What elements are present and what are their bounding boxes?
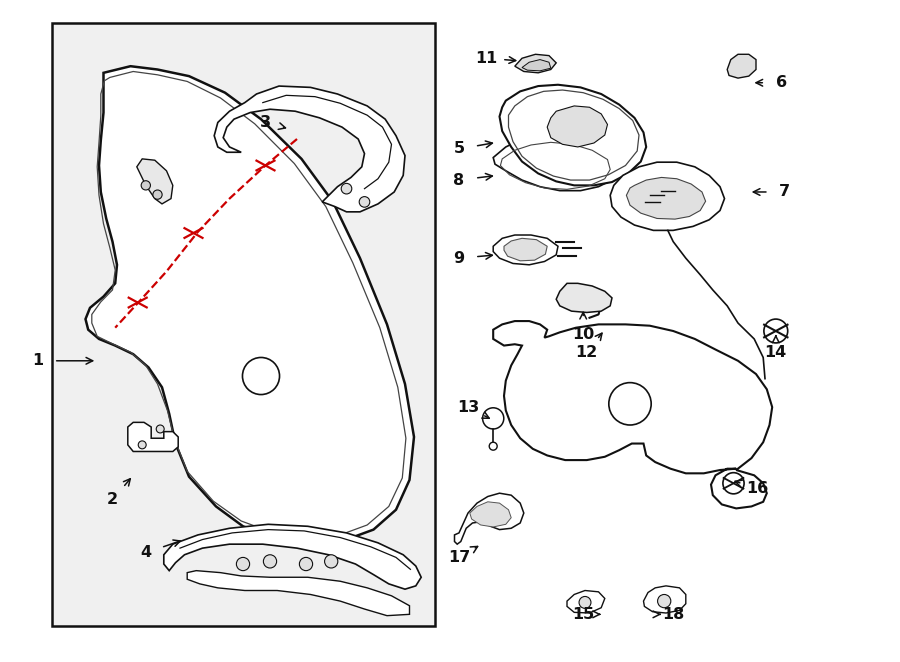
Circle shape <box>658 594 670 608</box>
Polygon shape <box>626 177 706 219</box>
Text: 3: 3 <box>260 115 271 130</box>
Text: 5: 5 <box>454 142 464 156</box>
Circle shape <box>157 425 164 433</box>
Polygon shape <box>610 162 724 230</box>
Polygon shape <box>187 571 410 616</box>
Circle shape <box>242 357 280 395</box>
Text: 15: 15 <box>572 607 594 622</box>
Polygon shape <box>137 159 173 204</box>
Circle shape <box>359 197 370 207</box>
Circle shape <box>723 473 744 494</box>
Polygon shape <box>504 238 547 261</box>
Polygon shape <box>644 586 686 613</box>
Text: 13: 13 <box>457 400 479 414</box>
Circle shape <box>325 555 338 568</box>
Polygon shape <box>493 321 772 508</box>
Polygon shape <box>556 283 612 312</box>
Text: 4: 4 <box>140 545 151 560</box>
Polygon shape <box>522 60 551 71</box>
Polygon shape <box>493 235 558 265</box>
Text: 7: 7 <box>779 185 790 199</box>
Circle shape <box>341 183 352 194</box>
Circle shape <box>264 555 276 568</box>
Text: 12: 12 <box>576 345 598 359</box>
Text: 2: 2 <box>107 493 118 507</box>
Circle shape <box>141 181 150 190</box>
Text: 10: 10 <box>572 327 594 342</box>
Circle shape <box>139 441 146 449</box>
Circle shape <box>490 442 497 450</box>
Circle shape <box>482 408 504 429</box>
Text: 1: 1 <box>32 354 43 368</box>
Bar <box>52 23 435 626</box>
Polygon shape <box>727 54 756 78</box>
Circle shape <box>300 557 312 571</box>
Polygon shape <box>86 66 414 543</box>
Circle shape <box>153 190 162 199</box>
Text: 11: 11 <box>475 51 497 66</box>
Text: 17: 17 <box>448 550 470 565</box>
Text: 8: 8 <box>454 173 464 187</box>
Circle shape <box>237 557 249 571</box>
Text: 16: 16 <box>747 481 769 496</box>
Circle shape <box>579 596 591 608</box>
Text: 14: 14 <box>765 345 787 359</box>
Polygon shape <box>493 135 616 191</box>
Text: 18: 18 <box>662 607 684 622</box>
Circle shape <box>608 383 652 425</box>
Polygon shape <box>164 524 421 589</box>
Polygon shape <box>567 591 605 613</box>
Polygon shape <box>500 85 646 185</box>
Text: 9: 9 <box>454 251 464 265</box>
Polygon shape <box>128 422 178 451</box>
Polygon shape <box>515 54 556 73</box>
Polygon shape <box>214 86 405 212</box>
Circle shape <box>764 319 788 343</box>
Polygon shape <box>547 106 608 147</box>
Polygon shape <box>454 493 524 544</box>
Polygon shape <box>470 502 511 527</box>
Text: 6: 6 <box>776 75 787 90</box>
